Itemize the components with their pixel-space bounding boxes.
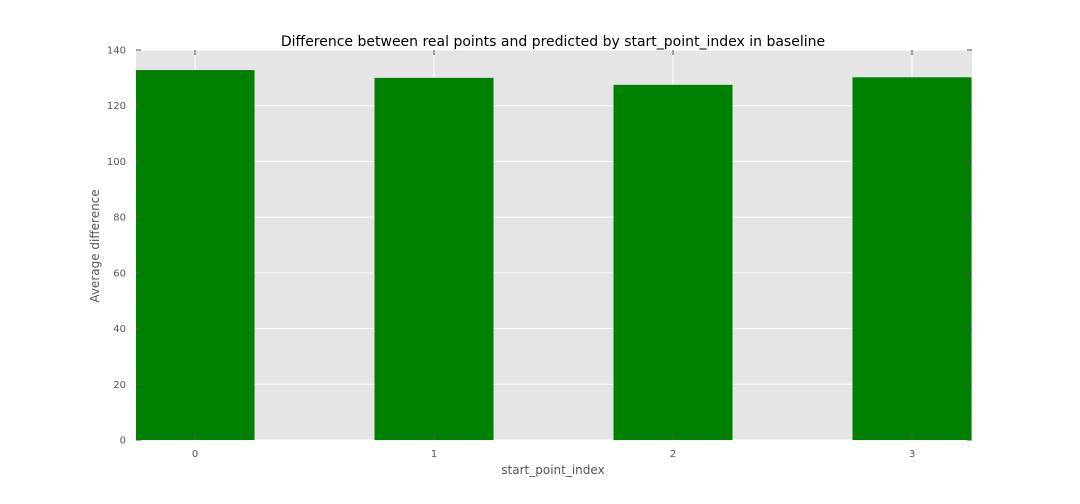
y-tick-label: 120 xyxy=(107,101,126,112)
y-tick-label: 140 xyxy=(107,46,126,57)
y-tick-label: 40 xyxy=(113,324,126,335)
x-tick-label: 2 xyxy=(670,449,676,460)
bars xyxy=(136,70,972,441)
y-axis-label: Average difference xyxy=(88,189,102,302)
bar-3 xyxy=(852,77,972,441)
bar-2 xyxy=(613,84,733,441)
plot-background xyxy=(136,50,972,440)
x-axis-label: start_point_index xyxy=(501,463,604,477)
y-tick-label: 100 xyxy=(107,157,126,168)
x-tick-label: 0 xyxy=(192,449,198,460)
x-tick-label: 1 xyxy=(431,449,437,460)
y-tick-label: 60 xyxy=(113,268,126,279)
axes xyxy=(136,49,972,441)
y-tick-label: 0 xyxy=(120,436,126,447)
x-tick-labels: 0 1 2 3 xyxy=(192,449,915,460)
bar-0 xyxy=(136,70,255,441)
y-tick-label: 80 xyxy=(113,213,126,224)
x-tick-label: 3 xyxy=(909,449,915,460)
y-tick-labels: 0 20 40 60 80 100 120 140 xyxy=(107,46,126,447)
y-tick-label: 20 xyxy=(113,380,126,391)
bar-1 xyxy=(374,77,494,440)
chart-title: Difference between real points and predi… xyxy=(281,34,825,50)
